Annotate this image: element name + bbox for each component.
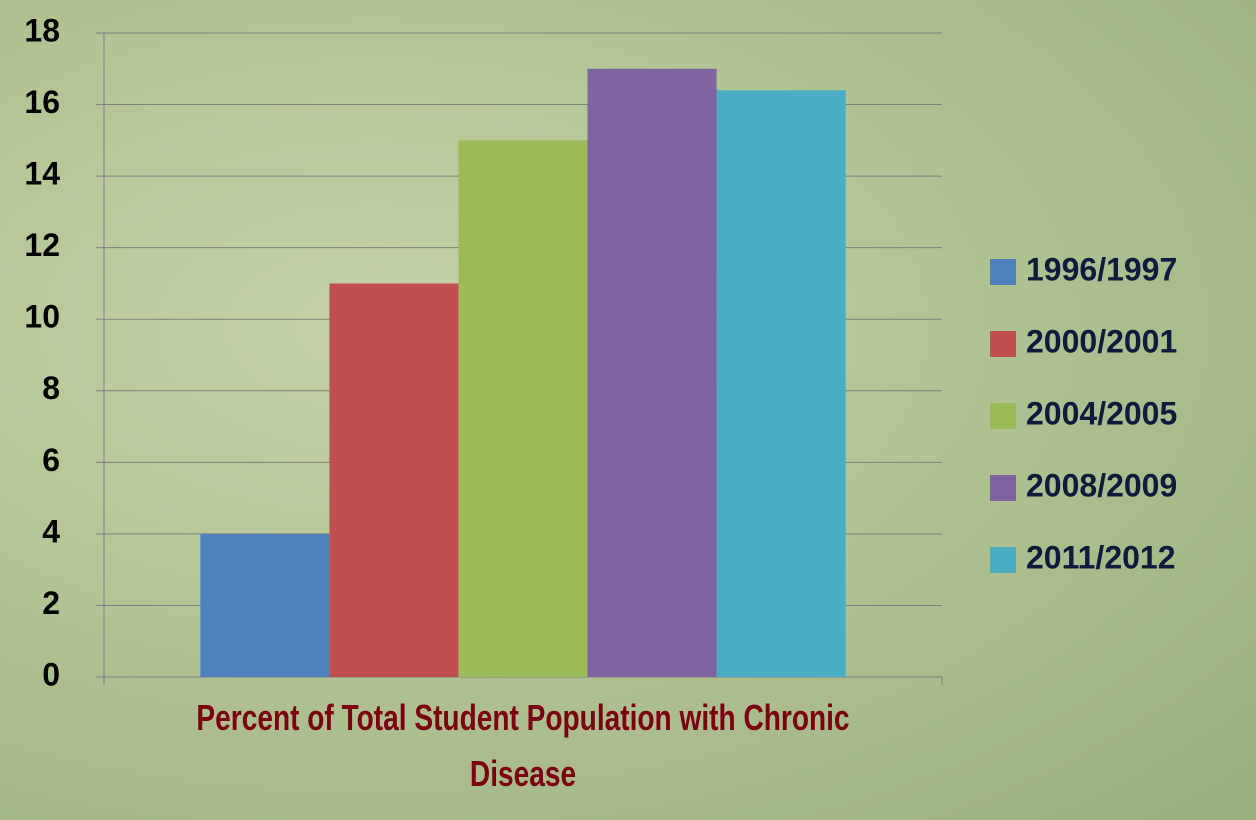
y-tick-label: 6 <box>42 442 60 478</box>
bar <box>329 283 459 677</box>
legend-swatch <box>990 403 1016 429</box>
legend-label: 2011/2012 <box>1026 539 1176 575</box>
y-tick-label: 10 <box>24 299 60 335</box>
y-tick-label: 16 <box>24 84 60 120</box>
y-tick-label: 8 <box>42 370 60 406</box>
legend-label: 1996/1997 <box>1026 251 1177 287</box>
bar <box>587 68 717 678</box>
y-tick-label: 12 <box>24 227 60 263</box>
y-tick-label: 4 <box>42 513 60 549</box>
legend-swatch <box>990 331 1016 357</box>
bar <box>716 90 846 677</box>
y-tick-label: 18 <box>24 12 60 48</box>
y-tick-label: 2 <box>42 585 60 621</box>
y-tick-label: 0 <box>42 656 60 692</box>
legend-label: 2000/2001 <box>1026 323 1177 359</box>
y-tick-label: 14 <box>24 156 60 192</box>
bar <box>458 140 588 678</box>
legend-label: 2008/2009 <box>1026 467 1177 503</box>
legend-label: 2004/2005 <box>1026 395 1177 431</box>
legend-swatch <box>990 259 1016 285</box>
legend-swatch <box>990 547 1016 573</box>
x-category-label: Percent of Total Student Population with… <box>196 697 850 794</box>
bar <box>200 533 330 677</box>
legend-swatch <box>990 475 1016 501</box>
